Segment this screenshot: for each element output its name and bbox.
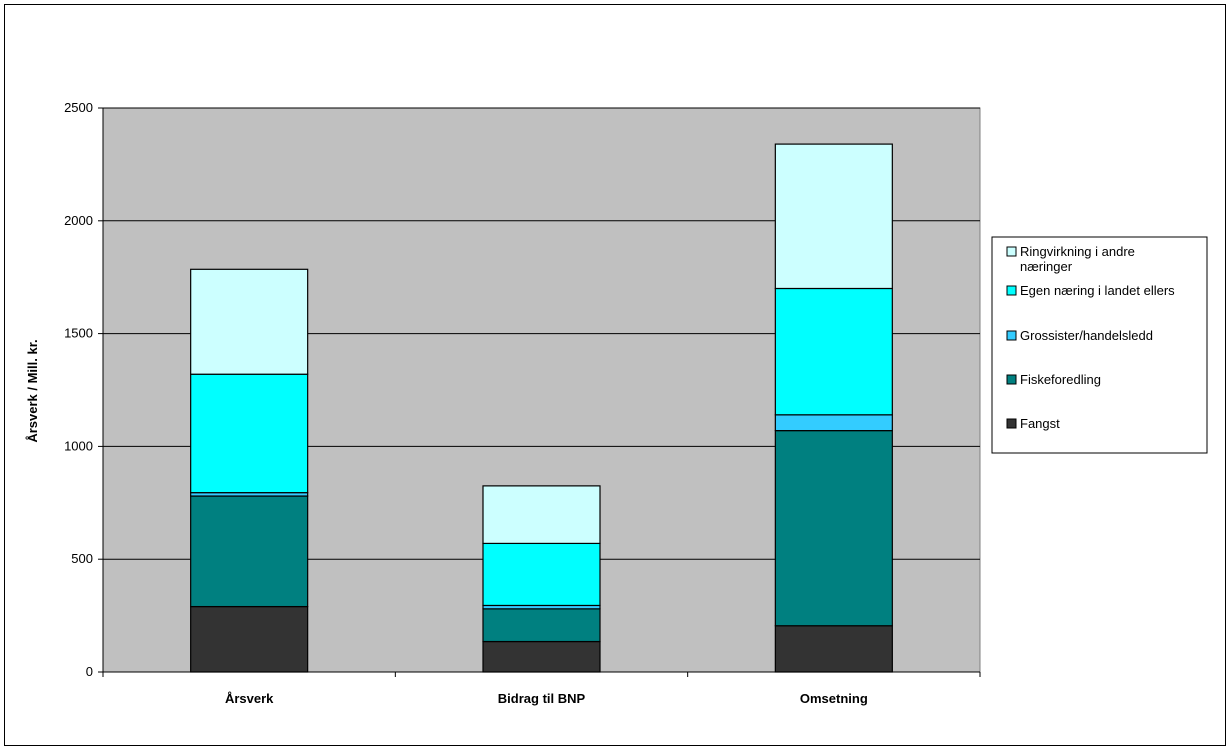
legend-label: Ringvirkning i andre [1020,244,1135,259]
legend-label: Fangst [1020,416,1060,431]
y-tick-label: 2000 [64,213,93,228]
bar-segment [482,640,601,673]
bar-segment [482,542,601,607]
legend-swatch [1006,418,1017,429]
legend-swatch [1006,374,1017,385]
y-tick-label: 2500 [64,100,93,115]
x-tick-label: Årsverk [225,691,274,706]
legend-label: Egen næring i landet ellers [1020,283,1175,298]
y-tick-label: 1000 [64,438,93,453]
bar-segment [190,605,309,673]
y-axis-title: Årsverk / Mill. kr. [25,339,40,442]
axes [98,107,981,677]
bar-segment [774,287,893,416]
y-tick-label: 1500 [64,326,93,341]
bars [190,143,893,673]
x-tick-label: Omsetning [800,691,868,706]
bar-segment [774,430,893,627]
bar-segment [190,268,309,375]
bar-segment [774,414,893,432]
legend-box [991,236,1208,454]
legend-label: næringer [1020,259,1073,274]
y-tick-label: 500 [71,551,93,566]
legend-swatch [1006,246,1017,257]
bar-segment [190,373,309,494]
legend-swatch [1006,330,1017,341]
legend-label: Grossister/handelsledd [1020,328,1153,343]
x-tick-label: Bidrag til BNP [498,691,586,706]
bar-segment [482,608,601,643]
legend-label: Fiskeforedling [1020,372,1101,387]
y-tick-label: 0 [86,664,93,679]
bar-segment [190,495,309,608]
bar-segment [482,485,601,545]
bar-segment [774,625,893,673]
x-tick-labels: Årsverk Bidrag til BNP Omsetning [225,691,868,706]
legend-swatch [1006,285,1017,296]
y-tick-labels: 0 500 1000 1500 2000 2500 [64,100,93,679]
bar-segment [774,143,893,290]
